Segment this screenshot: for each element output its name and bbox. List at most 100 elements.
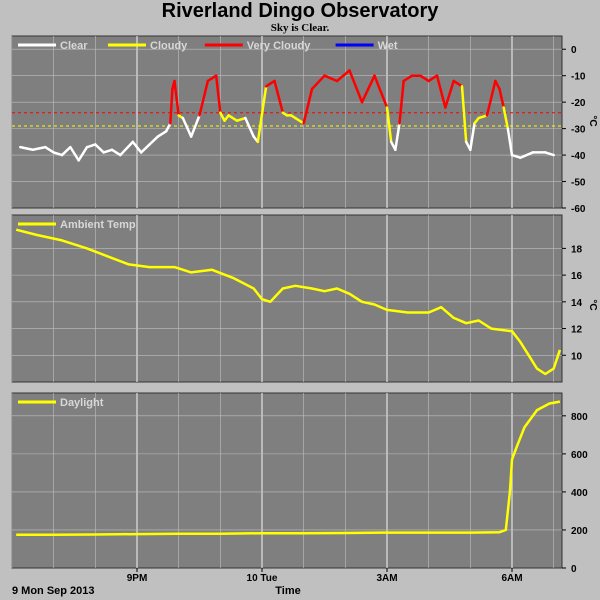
sky-temp-segment — [60, 145, 72, 157]
legend-entry: Daylight — [60, 397, 104, 409]
sky-temp-segment — [273, 79, 285, 114]
sky-temp-segment — [302, 87, 314, 125]
sky-temp-segment — [69, 145, 80, 162]
sky-thresholds — [12, 112, 562, 127]
sky-temp-segment — [348, 69, 364, 104]
y-tick-label: 0 — [571, 45, 577, 56]
y-tick-label: -10 — [571, 72, 586, 83]
sky-temp-segment — [323, 74, 339, 83]
sky-temp-segment — [110, 148, 122, 157]
sky-y-axis-label: °C — [587, 115, 598, 126]
sky-temp-segment — [206, 74, 218, 83]
sky-temp-segment — [294, 116, 305, 125]
sky-temp-segment — [156, 130, 168, 138]
sky-temp-segment — [219, 111, 226, 122]
sky-temp-segment — [373, 74, 389, 109]
x-axis-ticks: 9PM 10 Tue 3AM 6AM — [127, 568, 523, 584]
sky-plot-area — [11, 35, 563, 209]
sky-temp-segment — [181, 116, 193, 138]
sky-temp-segment — [310, 74, 326, 91]
sky-temp-segment — [335, 69, 351, 83]
sky-temp-segment — [94, 143, 105, 154]
sky-temp-segment — [44, 145, 55, 154]
x-axis-title: Time — [275, 585, 300, 597]
x-tick-label: 10 Tue — [247, 573, 278, 584]
sky-temp-segment — [419, 74, 430, 83]
date-label: 9 Mon Sep 2013 — [12, 585, 95, 597]
sky-temp-segment — [235, 116, 247, 122]
sky-status: Sky is Clear. — [270, 22, 330, 34]
ambient-y-axis-label: °C — [587, 299, 598, 310]
y-tick-label: -20 — [571, 98, 586, 109]
sky-temp-segment — [502, 106, 510, 130]
y-tick-label: 10 — [571, 351, 583, 362]
sky-temp-segment — [394, 122, 401, 152]
daylight-grid — [11, 393, 562, 568]
daylight-y-ticks: 0 200 400 600 800 — [562, 412, 588, 575]
legend-entry: Cloudy — [150, 40, 188, 52]
sky-grid — [11, 36, 562, 208]
sky-temp-segment — [256, 85, 268, 144]
sky-temp-segment — [498, 87, 505, 109]
ambient-series — [15, 228, 562, 376]
sky-temp-segment — [477, 114, 489, 120]
daylight-legend: Daylight — [18, 397, 104, 409]
sky-temp-segment — [385, 106, 393, 144]
sky-temp-segment — [510, 153, 522, 159]
ambient-line — [15, 228, 562, 376]
y-tick-label: 0 — [571, 564, 577, 575]
sky-temp-segment — [485, 79, 497, 117]
sky-temp-segment — [77, 145, 89, 162]
sky-temp-segment — [460, 85, 468, 144]
sky-temp-segment — [189, 114, 201, 138]
y-tick-label: 14 — [571, 298, 583, 309]
sky-temp-segment — [198, 79, 210, 117]
x-tick-label: 6AM — [501, 573, 522, 584]
y-tick-label: -40 — [571, 151, 586, 162]
sky-temp-segment — [427, 74, 439, 83]
sky-series — [19, 69, 555, 162]
sky-temp-segment — [435, 74, 447, 109]
sky-temp-segment — [360, 74, 376, 104]
sky-temp-segment — [139, 143, 151, 154]
sky-temp-segment — [102, 148, 114, 154]
sky-temp-segment — [264, 79, 276, 88]
ambient-plot-area — [11, 214, 563, 383]
y-tick-label: 200 — [571, 526, 588, 537]
sky-y-ticks: 0 -10 -20 -30 -40 -50 -60 — [562, 45, 586, 215]
sky-temp-segment — [227, 114, 239, 122]
legend-entry: Clear — [60, 40, 88, 52]
sky-temp-segment — [444, 79, 455, 109]
ambient-y-ticks: 10 12 14 16 18 — [562, 244, 583, 362]
daylight-line — [16, 400, 561, 536]
legend-entry: Wet — [378, 40, 398, 52]
daylight-panel: Daylight 0 200 400 600 800 — [11, 392, 588, 575]
sky-temp-segment — [494, 79, 501, 91]
legend-entry: Very Cloudy — [247, 40, 311, 52]
sky-temp-segment — [544, 151, 555, 157]
sky-temp-segment — [402, 74, 414, 83]
sky-temp-segment — [398, 79, 405, 125]
sky-temp-segment — [469, 122, 476, 152]
sky-temp-segment — [131, 140, 143, 154]
x-tick-label: 9PM — [127, 573, 148, 584]
daylight-series — [16, 400, 561, 536]
ambient-legend: Ambient Temp — [18, 219, 136, 231]
sky-temp-segment — [519, 151, 535, 159]
y-tick-label: 18 — [571, 244, 583, 255]
sky-temp-segment — [31, 145, 47, 152]
y-tick-label: 400 — [571, 488, 588, 499]
sky-temp-segment — [214, 74, 222, 114]
sky-temp-segment — [52, 151, 64, 157]
sky-temp-segment — [85, 143, 97, 149]
sky-temp-segment — [452, 79, 464, 88]
y-tick-label: -60 — [571, 204, 586, 215]
legend-entry: Ambient Temp — [60, 219, 136, 231]
ambient-grid — [11, 215, 562, 382]
sky-temp-segment — [169, 87, 174, 125]
y-tick-label: 800 — [571, 412, 588, 423]
sky-temp-segment — [19, 145, 35, 152]
sky-temp-segment — [506, 127, 514, 157]
y-tick-label: 12 — [571, 325, 583, 336]
